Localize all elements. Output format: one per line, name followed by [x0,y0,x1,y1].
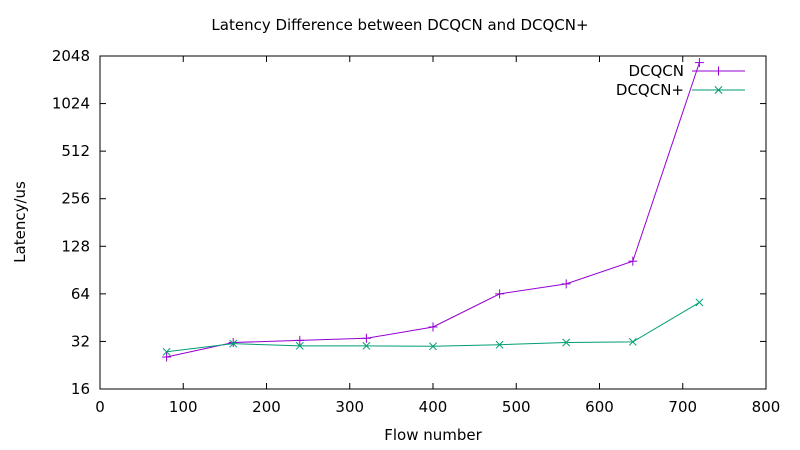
y-tick-label: 512 [61,142,90,160]
x-tick-label: 700 [668,398,697,416]
y-tick-label: 128 [61,237,90,255]
x-tick-label: 500 [502,398,531,416]
data-point-2 [295,341,304,350]
x-tick-label: 0 [95,398,105,416]
data-point-2 [229,339,238,348]
y-tick-label: 256 [61,190,90,208]
data-point-2 [162,347,171,356]
data-point-1 [561,279,571,289]
data-point-1 [428,322,438,332]
y-tick-label: 2048 [52,47,90,65]
y-tick-label: 16 [71,380,90,398]
data-point-2 [495,340,504,349]
data-point-1 [628,256,638,266]
data-point-2 [362,341,371,350]
axes-layer: 0 100 200 300 400 500 600 700 800 16 32 64 128 256 512… [52,47,781,416]
chart-title: Latency Difference between DCQCN and DCQ… [211,16,589,34]
series-line-1 [166,62,700,358]
y-tick-label: 32 [71,332,90,350]
x-axis-label: Flow number [384,426,482,444]
data-point-1 [295,335,305,345]
x-tick-label: 600 [585,398,614,416]
plot-frame [99,55,767,390]
data-point-2 [429,342,437,351]
legend-label-1: DCQCN [628,62,684,80]
x-tick-label: 800 [752,398,781,416]
data-point-1 [162,352,172,362]
data-point-1 [228,338,238,348]
y-tick-label: 64 [71,285,90,303]
data-point-1 [495,289,505,299]
x-tick-label: 400 [419,398,448,416]
y-axis-label: Latency/us [11,181,29,263]
data-point-2 [562,338,571,347]
legend-marker-2 [714,86,723,94]
data-point-1 [361,333,371,343]
data-point-2 [628,337,637,346]
y-tick-label: 1024 [52,95,90,113]
legend-label-2: DCQCN+ [616,81,684,99]
x-tick-label: 100 [169,398,198,416]
x-tick-label: 200 [252,398,281,416]
x-tick-label: 300 [335,398,364,416]
legend-marker-1 [714,66,723,76]
data-point-2 [695,298,704,307]
series-layer [162,58,704,362]
data-point-1 [694,58,704,68]
